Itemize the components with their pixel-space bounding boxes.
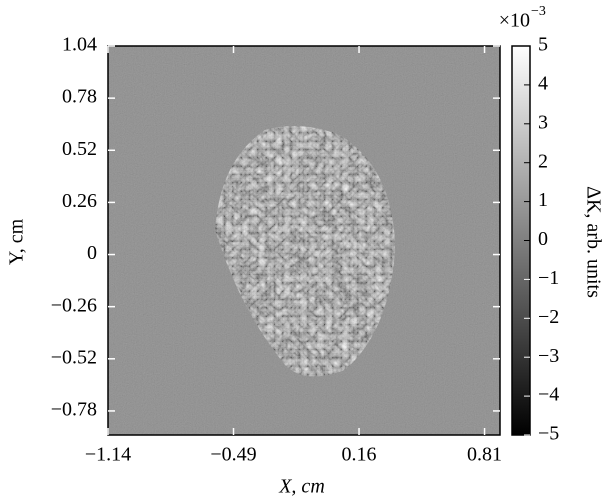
- colorbar-tick-label: 3: [538, 111, 548, 133]
- colorbar-exponent: −3: [531, 4, 546, 19]
- colorbar-tick-label: 0: [538, 228, 548, 250]
- y-tick-label: −0.26: [51, 294, 97, 316]
- colorbar-tick-label: 5: [538, 34, 548, 56]
- y-tick-label: 1.04: [62, 34, 97, 56]
- colorbar-tick-label: −4: [538, 384, 559, 406]
- colorbar-tick-label: 4: [538, 72, 548, 94]
- y-tick-label: 0.52: [62, 138, 97, 160]
- y-tick-label: 0.26: [62, 190, 97, 212]
- image: [108, 46, 500, 435]
- colorbar-tick-label: −5: [538, 423, 559, 445]
- y-tick-label: −0.52: [51, 346, 97, 368]
- x-axis-label: X, cm: [278, 476, 325, 498]
- colorbar-tick-label: 2: [538, 150, 548, 172]
- plot-frame: [107, 45, 501, 436]
- colorbar-multiplier: ×10: [499, 10, 530, 32]
- y-tick-label: −0.78: [51, 399, 97, 421]
- colorbar-label: ΔK, arb. units: [582, 186, 604, 298]
- x-tick-label: −0.49: [210, 444, 256, 466]
- y-axis-label: Y, cm: [6, 218, 28, 265]
- y-tick-label: 0.78: [62, 86, 97, 108]
- colorbar-tick-label: −2: [538, 306, 559, 328]
- colorbar-tick-label: 1: [538, 189, 548, 211]
- x-tick-label: −1.14: [85, 444, 131, 466]
- colorbar-tick-label: −1: [538, 267, 559, 289]
- y-tick-label: 0: [87, 242, 97, 264]
- x-tick-label: 0.81: [467, 444, 502, 466]
- colorbar-tick-label: −3: [538, 345, 559, 367]
- x-tick-label: 0.16: [342, 444, 377, 466]
